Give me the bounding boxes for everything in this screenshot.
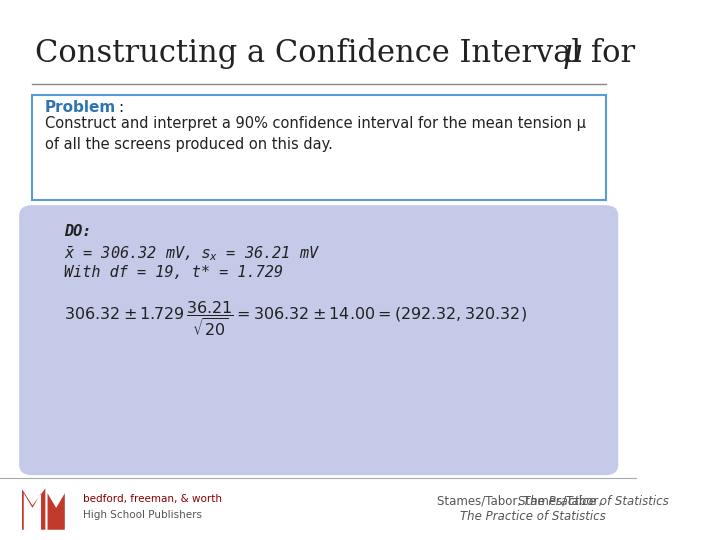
Text: $\bar{x}$ = 306.32 mV, $s_x$ = 36.21 mV: $\bar{x}$ = 306.32 mV, $s_x$ = 36.21 mV (64, 244, 320, 263)
Text: DO:: DO: (64, 224, 91, 239)
FancyBboxPatch shape (32, 94, 606, 200)
Text: Stames/Tabor,: Stames/Tabor, (518, 494, 606, 507)
Text: Problem: Problem (45, 100, 116, 115)
Text: The Practice of Statistics: The Practice of Statistics (460, 510, 606, 523)
Text: High School Publishers: High School Publishers (83, 510, 202, 521)
Polygon shape (48, 494, 65, 530)
Text: The Practice of Statistics: The Practice of Statistics (523, 495, 668, 508)
FancyBboxPatch shape (19, 205, 618, 475)
Text: μ: μ (563, 38, 582, 69)
Text: $306.32 \pm 1.729\,\dfrac{36.21}{\sqrt{20}} = 306.32 \pm 14.00 = (292.32, 320.32: $306.32 \pm 1.729\,\dfrac{36.21}{\sqrt{2… (64, 300, 527, 339)
Text: With df = 19, t* = 1.729: With df = 19, t* = 1.729 (64, 265, 283, 280)
Text: :: : (118, 100, 123, 115)
Polygon shape (22, 488, 45, 530)
Text: Construct and interpret a 90% confidence interval for the mean tension μ
of all : Construct and interpret a 90% confidence… (45, 116, 585, 152)
Text: bedford, freeman, & worth: bedford, freeman, & worth (83, 494, 222, 504)
Text: Stames/Tabor,: Stames/Tabor, (436, 495, 524, 508)
Text: Constructing a Confidence Interval for: Constructing a Confidence Interval for (35, 38, 645, 69)
